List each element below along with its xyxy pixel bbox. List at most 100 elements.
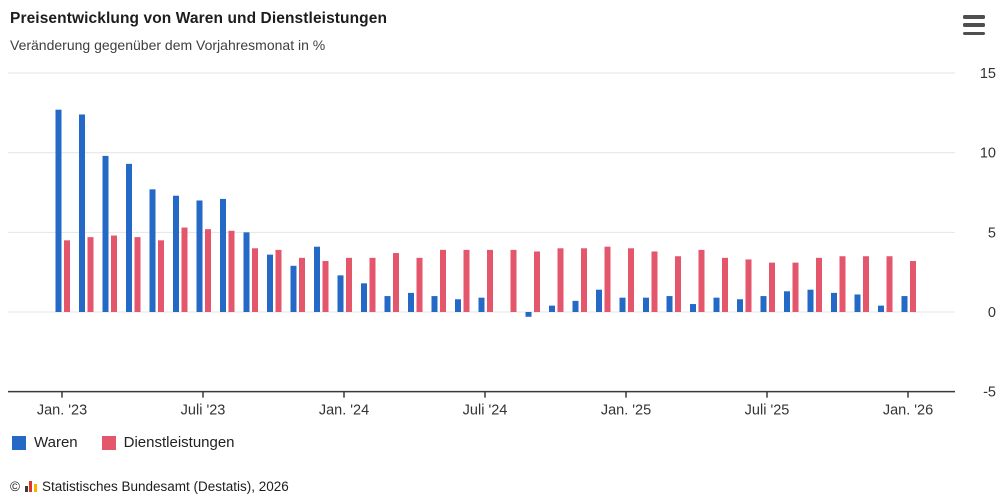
bar-dienstleistungen[interactable]: 2025-03 · Dienstleistungen: 3.5 % [675,256,681,312]
legend: Waren Dienstleistungen [12,434,235,451]
bar-dienstleistungen[interactable]: 2025-12 · Dienstleistungen: 3.5 % [886,256,893,312]
bar-dienstleistungen[interactable]: 2025-10 · Dienstleistungen: 3.5 % [839,256,846,312]
bar-waren[interactable]: 2023-06 · Waren: 7.3 % [173,195,179,312]
bar-waren[interactable]: 2023-11 · Waren: 2.9 % [290,265,297,312]
menu-bar [963,15,985,19]
bar-waren[interactable]: 2024-01 · Waren: 2.3 % [337,275,344,312]
y-tick-label: 5 [988,225,996,241]
bar-waren[interactable]: 2023-09 · Waren: 5 % [243,232,250,312]
x-tick-label: Jan. '26 [883,403,933,419]
bar-dienstleistungen[interactable]: 2023-06 · Dienstleistungen: 5.3 % [181,227,188,312]
bar-dienstleistungen[interactable]: 2023-04 · Dienstleistungen: 4.7 % [134,237,141,312]
bar-dienstleistungen[interactable]: 2023-03 · Dienstleistungen: 4.8 % [111,235,117,312]
destatis-logo-icon [24,481,37,492]
bar-dienstleistungen[interactable]: 2024-03 · Dienstleistungen: 3.7 % [393,253,399,312]
x-tick-label: Jan. '23 [37,403,87,419]
bar-dienstleistungen[interactable]: 2026-01 · Dienstleistungen: 3.2 % [910,261,916,312]
bar-dienstleistungen[interactable]: 2023-09 · Dienstleistungen: 4 % [252,248,258,312]
bar-dienstleistungen[interactable]: 2024-01 · Dienstleistungen: 3.4 % [346,257,352,312]
bar-waren[interactable]: 2025-07 · Waren: 1 % [760,296,767,312]
chart-header: Preisentwicklung von Waren und Dienstlei… [10,10,387,53]
x-tick-label: Juli '24 [463,403,508,419]
dienstleistungen-swatch [101,435,116,450]
bar-waren[interactable]: 2025-09 · Waren: 1.4 % [807,289,814,312]
bar-dienstleistungen[interactable]: 2023-12 · Dienstleistungen: 3.2 % [322,261,329,312]
bar-dienstleistungen[interactable]: 2024-05 · Dienstleistungen: 3.9 % [440,249,446,312]
bar-dienstleistungen[interactable]: 2023-05 · Dienstleistungen: 4.5 % [158,240,164,312]
bar-dienstleistungen[interactable]: 2024-07 · Dienstleistungen: 3.9 % [487,249,493,312]
bar-dienstleistungen[interactable]: 2023-11 · Dienstleistungen: 3.4 % [299,257,305,312]
bar-waren[interactable]: 2024-06 · Waren: 0.8 % [455,299,461,312]
bar-dienstleistungen[interactable]: 2025-04 · Dienstleistungen: 3.9 % [698,249,705,312]
bar-chart: 2023-01 · Waren: 12.7 %2023-01 · Dienstl… [8,66,996,419]
bar-dienstleistungen[interactable]: 2025-07 · Dienstleistungen: 3.1 % [769,262,775,312]
legend-item-waren[interactable]: Waren [12,434,78,451]
bar-waren[interactable]: 2023-03 · Waren: 9.8 % [102,155,109,312]
bar-waren[interactable]: 2024-04 · Waren: 1.2 % [408,292,414,312]
bar-dienstleistungen[interactable]: 2023-02 · Dienstleistungen: 4.7 % [87,237,94,312]
bar-waren[interactable]: 2025-10 · Waren: 1.2 % [831,292,837,312]
bar-dienstleistungen[interactable]: 2024-11 · Dienstleistungen: 4 % [581,248,587,312]
bar-waren[interactable]: 2024-05 · Waren: 1 % [431,296,438,312]
bar-waren[interactable]: 2025-01 · Waren: 0.9 % [619,297,626,312]
bar-waren[interactable]: 2023-01 · Waren: 12.7 % [55,109,62,312]
bar-waren[interactable]: 2024-07 · Waren: 0.9 % [478,297,485,312]
legend-label: Dienstleistungen [123,434,235,451]
bar-waren[interactable]: 2025-05 · Waren: 0.9 % [713,297,720,312]
y-tick-label: 15 [980,66,996,82]
bar-waren[interactable]: 2025-03 · Waren: 1 % [666,296,673,312]
bar-dienstleistungen[interactable]: 2023-10 · Dienstleistungen: 3.9 % [275,249,282,312]
legend-item-dienstleistungen[interactable]: Dienstleistungen [101,434,235,451]
bar-dienstleistungen[interactable]: 2025-06 · Dienstleistungen: 3.3 % [745,259,752,312]
bar-waren[interactable]: 2025-08 · Waren: 1.3 % [784,291,790,312]
menu-bar [963,31,985,35]
bar-waren[interactable]: 2025-12 · Waren: 0.4 % [878,305,884,312]
bar-waren[interactable]: 2023-12 · Waren: 4.1 % [314,246,320,312]
bar-dienstleistungen[interactable]: 2023-07 · Dienstleistungen: 5.2 % [205,229,211,312]
bar-waren[interactable]: 2023-02 · Waren: 12.4 % [79,114,85,312]
bar-waren[interactable]: 2025-02 · Waren: 0.9 % [643,297,649,312]
bar-waren[interactable]: 2023-04 · Waren: 9.3 % [126,163,132,312]
bar-waren[interactable]: 2024-02 · Waren: 1.8 % [361,283,367,312]
bar-waren[interactable]: 2025-04 · Waren: 0.5 % [690,304,696,312]
bar-dienstleistungen[interactable]: 2025-01 · Dienstleistungen: 4 % [628,248,634,312]
axis-labels: 15 10 5 0 -5 Jan. '23 Juli '23 Jan. '24 Juli '24… [37,66,996,419]
bar-waren[interactable]: 2024-09 · Waren: -0.3 % [525,312,532,317]
bar-dienstleistungen[interactable]: 2024-10 · Dienstleistungen: 4 % [557,248,564,312]
bar-dienstleistungen[interactable]: 2025-11 · Dienstleistungen: 3.5 % [863,256,869,312]
bar-dienstleistungen[interactable]: 2024-02 · Dienstleistungen: 3.4 % [369,257,376,312]
bar-waren[interactable]: 2023-08 · Waren: 7.1 % [220,198,226,312]
bar-waren[interactable]: 2023-07 · Waren: 7 % [196,200,203,312]
x-tick-label: Jan. '25 [601,403,651,419]
bar-waren[interactable]: 2024-10 · Waren: 0.4 % [549,305,555,312]
bar-series: 2023-01 · Waren: 12.7 %2023-01 · Dienstl… [55,109,916,317]
bar-dienstleistungen[interactable]: 2025-02 · Dienstleistungen: 3.8 % [651,251,658,312]
bar-dienstleistungen[interactable]: 2024-09 · Dienstleistungen: 3.8 % [534,251,540,312]
bar-dienstleistungen[interactable]: 2024-06 · Dienstleistungen: 3.9 % [463,249,470,312]
bar-dienstleistungen[interactable]: 2023-08 · Dienstleistungen: 5.1 % [228,230,235,312]
copyright-symbol: © [10,479,20,494]
hamburger-menu-icon[interactable] [963,15,987,35]
bar-dienstleistungen[interactable]: 2023-01 · Dienstleistungen: 4.5 % [64,240,70,312]
legend-label: Waren [34,434,78,451]
bar-dienstleistungen[interactable]: 2024-12 · Dienstleistungen: 4.1 % [604,246,611,312]
x-tick-label: Jan. '24 [319,403,369,419]
bar-waren[interactable]: 2024-12 · Waren: 1.4 % [596,289,602,312]
menu-bar [963,23,985,27]
bar-waren[interactable]: 2024-11 · Waren: 0.7 % [572,300,579,312]
bar-dienstleistungen[interactable]: 2025-08 · Dienstleistungen: 3.1 % [792,262,799,312]
bar-dienstleistungen[interactable]: 2024-04 · Dienstleistungen: 3.4 % [416,257,423,312]
bar-waren[interactable]: 2025-06 · Waren: 0.8 % [737,299,743,312]
bar-waren[interactable]: 2023-10 · Waren: 3.6 % [267,254,273,312]
y-tick-label: 0 [988,305,996,321]
bar-waren[interactable]: 2024-03 · Waren: 1 % [384,296,391,312]
y-tick-label: 10 [980,146,996,162]
bar-dienstleistungen[interactable]: 2024-08 · Dienstleistungen: 3.9 % [510,249,517,312]
waren-swatch [12,435,26,450]
bar-dienstleistungen[interactable]: 2025-05 · Dienstleistungen: 3.4 % [722,257,728,312]
bar-waren[interactable]: 2023-05 · Waren: 7.7 % [149,189,156,312]
bar-waren[interactable]: 2025-11 · Waren: 1.1 % [854,294,861,312]
bar-waren[interactable]: 2026-01 · Waren: 1 % [901,296,908,312]
x-tick-label: Juli '23 [181,403,226,419]
bar-dienstleistungen[interactable]: 2025-09 · Dienstleistungen: 3.4 % [816,257,822,312]
